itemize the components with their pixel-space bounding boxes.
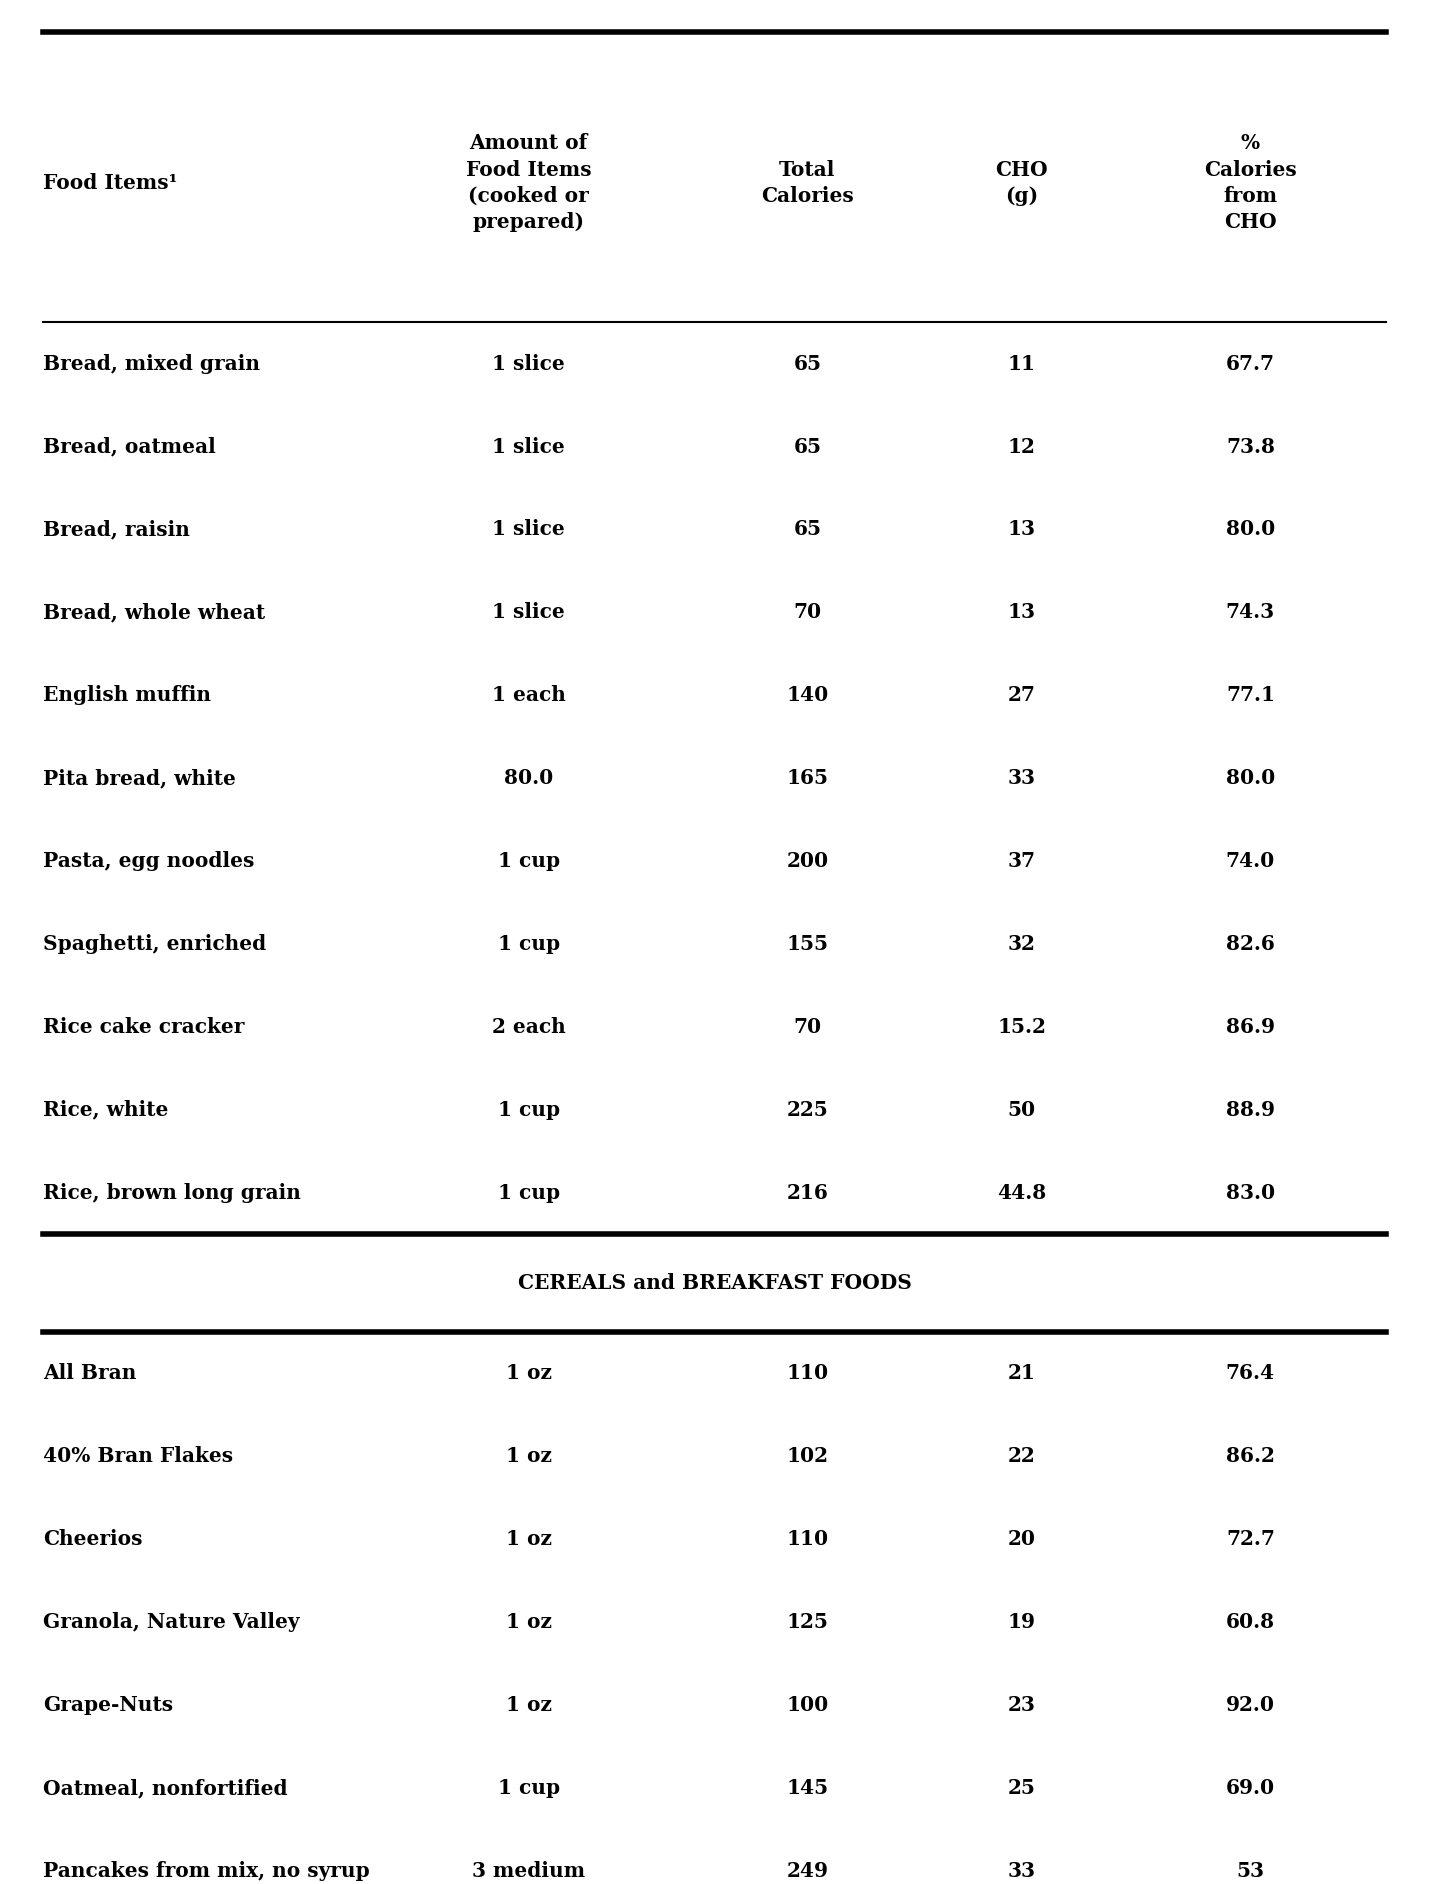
Text: 50: 50: [1007, 1100, 1036, 1119]
Text: 23: 23: [1007, 1696, 1036, 1714]
Text: 83.0: 83.0: [1226, 1183, 1275, 1202]
Text: 33: 33: [1007, 1861, 1036, 1880]
Text: 21: 21: [1007, 1364, 1036, 1383]
Text: Bread, mixed grain: Bread, mixed grain: [43, 354, 260, 373]
Text: 33: 33: [1007, 769, 1036, 788]
Text: 13: 13: [1007, 520, 1036, 539]
Text: Oatmeal, nonfortified: Oatmeal, nonfortified: [43, 1778, 287, 1797]
Text: 145: 145: [786, 1778, 829, 1797]
Text: Cheerios: Cheerios: [43, 1530, 143, 1549]
Text: Bread, oatmeal: Bread, oatmeal: [43, 437, 216, 456]
Text: 72.7: 72.7: [1226, 1530, 1275, 1549]
Text: 110: 110: [786, 1530, 829, 1549]
Text: 44.8: 44.8: [997, 1183, 1046, 1202]
Text: Rice cake cracker: Rice cake cracker: [43, 1017, 244, 1036]
Text: 1 slice: 1 slice: [493, 354, 564, 373]
Text: Bread, whole wheat: Bread, whole wheat: [43, 603, 264, 622]
Text: 102: 102: [786, 1447, 829, 1466]
Text: 2 each: 2 each: [492, 1017, 566, 1036]
Text: 110: 110: [786, 1364, 829, 1383]
Text: 140: 140: [786, 686, 829, 705]
Text: 125: 125: [786, 1613, 829, 1632]
Text: 19: 19: [1007, 1613, 1036, 1632]
Text: Rice, brown long grain: Rice, brown long grain: [43, 1183, 300, 1202]
Text: Bread, raisin: Bread, raisin: [43, 520, 190, 539]
Text: 32: 32: [1007, 934, 1036, 953]
Text: 1 slice: 1 slice: [493, 520, 564, 539]
Text: 70: 70: [793, 603, 822, 622]
Text: 86.9: 86.9: [1226, 1017, 1275, 1036]
Text: 1 slice: 1 slice: [493, 603, 564, 622]
Text: 88.9: 88.9: [1226, 1100, 1275, 1119]
Text: Amount of
Food Items
(cooked or
prepared): Amount of Food Items (cooked or prepared…: [466, 134, 592, 232]
Text: 65: 65: [793, 520, 822, 539]
Text: 3 medium: 3 medium: [472, 1861, 586, 1880]
Text: 40% Bran Flakes: 40% Bran Flakes: [43, 1447, 233, 1466]
Text: Pancakes from mix, no syrup: Pancakes from mix, no syrup: [43, 1861, 370, 1880]
Text: English muffin: English muffin: [43, 686, 211, 705]
Text: 225: 225: [786, 1100, 829, 1119]
Text: 74.0: 74.0: [1226, 852, 1275, 870]
Text: 249: 249: [786, 1861, 829, 1880]
Text: %
Calories
from
CHO: % Calories from CHO: [1205, 134, 1296, 232]
Text: 155: 155: [786, 934, 829, 953]
Text: 73.8: 73.8: [1226, 437, 1275, 456]
Text: 67.7: 67.7: [1226, 354, 1275, 373]
Text: 1 cup: 1 cup: [497, 1778, 560, 1797]
Text: Spaghetti, enriched: Spaghetti, enriched: [43, 934, 266, 953]
Text: 165: 165: [786, 769, 829, 788]
Text: Pasta, egg noodles: Pasta, egg noodles: [43, 852, 254, 870]
Text: 11: 11: [1007, 354, 1036, 373]
Text: 65: 65: [793, 437, 822, 456]
Text: 70: 70: [793, 1017, 822, 1036]
Text: 60.8: 60.8: [1226, 1613, 1275, 1632]
Text: 1 oz: 1 oz: [506, 1613, 552, 1632]
Text: 100: 100: [786, 1696, 829, 1714]
Text: 216: 216: [786, 1183, 829, 1202]
Text: 80.0: 80.0: [1226, 520, 1275, 539]
Text: 1 cup: 1 cup: [497, 1100, 560, 1119]
Text: Grape-Nuts: Grape-Nuts: [43, 1696, 173, 1714]
Text: 13: 13: [1007, 603, 1036, 622]
Text: 1 oz: 1 oz: [506, 1447, 552, 1466]
Text: 86.2: 86.2: [1226, 1447, 1275, 1466]
Text: 80.0: 80.0: [504, 769, 553, 788]
Text: CHO
(g): CHO (g): [996, 160, 1047, 205]
Text: 1 cup: 1 cup: [497, 852, 560, 870]
Text: 1 each: 1 each: [492, 686, 566, 705]
Text: 77.1: 77.1: [1226, 686, 1275, 705]
Text: Granola, Nature Valley: Granola, Nature Valley: [43, 1613, 299, 1632]
Text: 1 slice: 1 slice: [493, 437, 564, 456]
Text: 37: 37: [1007, 852, 1036, 870]
Text: 53: 53: [1236, 1861, 1265, 1880]
Text: 76.4: 76.4: [1226, 1364, 1275, 1383]
Text: 15.2: 15.2: [997, 1017, 1046, 1036]
Text: 200: 200: [786, 852, 829, 870]
Text: 80.0: 80.0: [1226, 769, 1275, 788]
Text: 92.0: 92.0: [1226, 1696, 1275, 1714]
Text: 12: 12: [1007, 437, 1036, 456]
Text: Rice, white: Rice, white: [43, 1100, 169, 1119]
Text: 1 oz: 1 oz: [506, 1364, 552, 1383]
Text: 1 oz: 1 oz: [506, 1530, 552, 1549]
Text: 25: 25: [1007, 1778, 1036, 1797]
Text: 20: 20: [1007, 1530, 1036, 1549]
Text: Pita bread, white: Pita bread, white: [43, 769, 236, 788]
Text: 22: 22: [1007, 1447, 1036, 1466]
Text: 27: 27: [1007, 686, 1036, 705]
Text: Total
Calories: Total Calories: [762, 160, 853, 205]
Text: 74.3: 74.3: [1226, 603, 1275, 622]
Text: Food Items¹: Food Items¹: [43, 173, 177, 192]
Text: CEREALS and BREAKFAST FOODS: CEREALS and BREAKFAST FOODS: [517, 1274, 912, 1292]
Text: 1 oz: 1 oz: [506, 1696, 552, 1714]
Text: 69.0: 69.0: [1226, 1778, 1275, 1797]
Text: 1 cup: 1 cup: [497, 934, 560, 953]
Text: 82.6: 82.6: [1226, 934, 1275, 953]
Text: All Bran: All Bran: [43, 1364, 136, 1383]
Text: 1 cup: 1 cup: [497, 1183, 560, 1202]
Text: 65: 65: [793, 354, 822, 373]
